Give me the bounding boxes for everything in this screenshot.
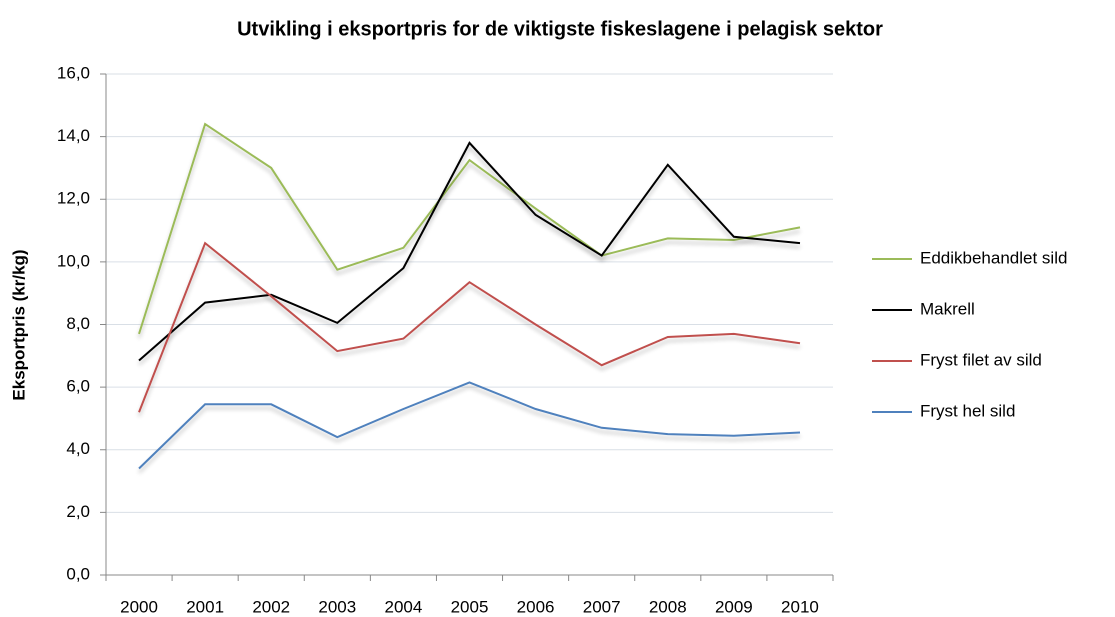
line-series (138, 122, 801, 335)
legend-label: Eddikbehandlet sild (920, 248, 1067, 267)
line-series (138, 241, 801, 413)
x-tick-label: 2006 (517, 597, 555, 616)
line-series (138, 381, 801, 470)
x-tick-label: 2008 (649, 597, 687, 616)
y-tick-label: 2,0 (66, 502, 90, 521)
x-tick-label: 2004 (384, 597, 422, 616)
legend-label: Fryst hel sild (920, 401, 1015, 420)
y-tick-label: 16,0 (57, 63, 90, 82)
x-tick-label: 2009 (715, 597, 753, 616)
y-tick-label: 8,0 (66, 314, 90, 333)
legend-label: Fryst filet av sild (920, 350, 1042, 369)
x-tick-label: 2003 (318, 597, 356, 616)
x-tick-label: 2002 (252, 597, 290, 616)
x-tick-label: 2007 (583, 597, 621, 616)
x-tick-label: 2010 (781, 597, 819, 616)
line-series (138, 141, 801, 362)
y-tick-label: 6,0 (66, 377, 90, 396)
y-axis-label: Eksportpris (kr/kg) (9, 249, 28, 400)
x-tick-label: 2001 (186, 597, 224, 616)
legend-label: Makrell (920, 299, 975, 318)
y-tick-label: 0,0 (66, 564, 90, 583)
y-tick-label: 12,0 (57, 189, 90, 208)
x-tick-label: 2005 (451, 597, 489, 616)
y-tick-label: 10,0 (57, 251, 90, 270)
y-tick-label: 4,0 (66, 439, 90, 458)
x-tick-label: 2000 (120, 597, 158, 616)
y-tick-label: 14,0 (57, 126, 90, 145)
chart-title: Utvikling i eksportpris for de viktigste… (237, 18, 883, 40)
